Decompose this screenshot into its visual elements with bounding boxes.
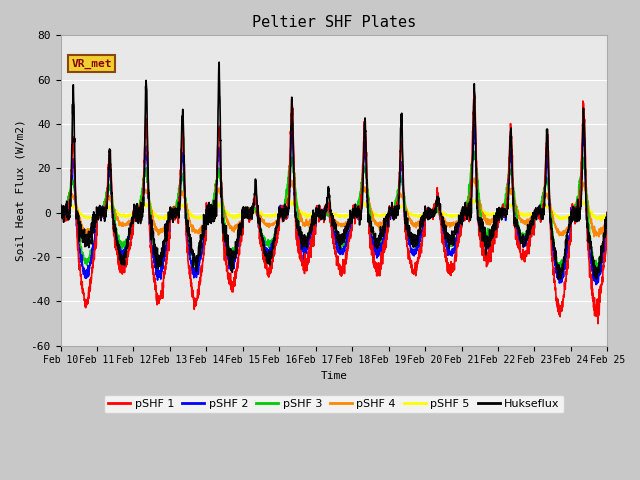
pSHF 2 xyxy=(592,282,600,288)
Hukseflux xyxy=(554,276,562,282)
Hukseflux xyxy=(534,204,541,210)
pSHF 1 xyxy=(266,267,274,273)
pSHF 4 xyxy=(57,210,65,216)
pSHF 4 xyxy=(290,184,298,190)
pSHF 2 xyxy=(57,214,65,220)
pSHF 5 xyxy=(469,196,477,202)
pSHF 5 xyxy=(290,201,298,206)
pSHF 5 xyxy=(604,210,611,216)
pSHF 5 xyxy=(593,216,600,221)
pSHF 5 xyxy=(57,209,65,215)
pSHF 3 xyxy=(119,240,127,246)
pSHF 3 xyxy=(266,243,274,249)
pSHF 5 xyxy=(534,208,541,214)
Hukseflux xyxy=(215,60,223,65)
pSHF 2 xyxy=(470,121,477,127)
pSHF 3 xyxy=(593,267,600,273)
X-axis label: Time: Time xyxy=(321,371,348,381)
Y-axis label: Soil Heat Flux (W/m2): Soil Heat Flux (W/m2) xyxy=(15,120,25,261)
pSHF 5 xyxy=(598,218,605,224)
pSHF 1 xyxy=(594,321,602,326)
pSHF 4 xyxy=(534,209,541,215)
pSHF 3 xyxy=(604,210,611,216)
pSHF 4 xyxy=(470,175,478,181)
Text: VR_met: VR_met xyxy=(72,59,112,69)
pSHF 2 xyxy=(119,251,127,257)
pSHF 3 xyxy=(593,264,601,269)
pSHF 1 xyxy=(470,89,478,95)
Title: Peltier SHF Plates: Peltier SHF Plates xyxy=(252,15,416,30)
pSHF 4 xyxy=(152,228,159,233)
pSHF 1 xyxy=(119,266,127,272)
Hukseflux xyxy=(291,180,298,186)
pSHF 2 xyxy=(152,261,159,266)
pSHF 1 xyxy=(57,204,65,210)
Hukseflux xyxy=(593,269,601,275)
Legend: pSHF 1, pSHF 2, pSHF 3, pSHF 4, pSHF 5, Hukseflux: pSHF 1, pSHF 2, pSHF 3, pSHF 4, pSHF 5, … xyxy=(104,395,564,413)
pSHF 4 xyxy=(266,223,274,229)
Line: pSHF 3: pSHF 3 xyxy=(61,151,607,270)
pSHF 2 xyxy=(290,169,298,175)
pSHF 2 xyxy=(266,248,274,254)
pSHF 3 xyxy=(534,208,541,214)
pSHF 2 xyxy=(593,281,601,287)
pSHF 5 xyxy=(266,214,274,220)
Hukseflux xyxy=(267,253,275,259)
pSHF 1 xyxy=(290,156,298,162)
Line: Hukseflux: Hukseflux xyxy=(61,62,607,279)
pSHF 3 xyxy=(152,250,159,255)
Line: pSHF 4: pSHF 4 xyxy=(61,178,607,237)
Hukseflux xyxy=(604,210,611,216)
Line: pSHF 2: pSHF 2 xyxy=(61,124,607,285)
pSHF 4 xyxy=(593,232,600,238)
Hukseflux xyxy=(119,256,127,262)
Line: pSHF 5: pSHF 5 xyxy=(61,199,607,221)
pSHF 1 xyxy=(604,210,611,216)
pSHF 1 xyxy=(593,313,600,319)
pSHF 2 xyxy=(534,205,541,211)
pSHF 3 xyxy=(470,148,478,154)
pSHF 3 xyxy=(290,168,298,173)
Hukseflux xyxy=(57,205,65,211)
pSHF 5 xyxy=(152,212,159,218)
pSHF 5 xyxy=(119,212,127,218)
pSHF 4 xyxy=(604,210,611,216)
Hukseflux xyxy=(152,253,159,259)
pSHF 1 xyxy=(534,214,541,219)
Line: pSHF 1: pSHF 1 xyxy=(61,92,607,324)
pSHF 4 xyxy=(119,223,127,229)
pSHF 4 xyxy=(595,234,603,240)
pSHF 2 xyxy=(604,210,611,216)
pSHF 3 xyxy=(57,210,65,216)
pSHF 1 xyxy=(152,279,159,285)
